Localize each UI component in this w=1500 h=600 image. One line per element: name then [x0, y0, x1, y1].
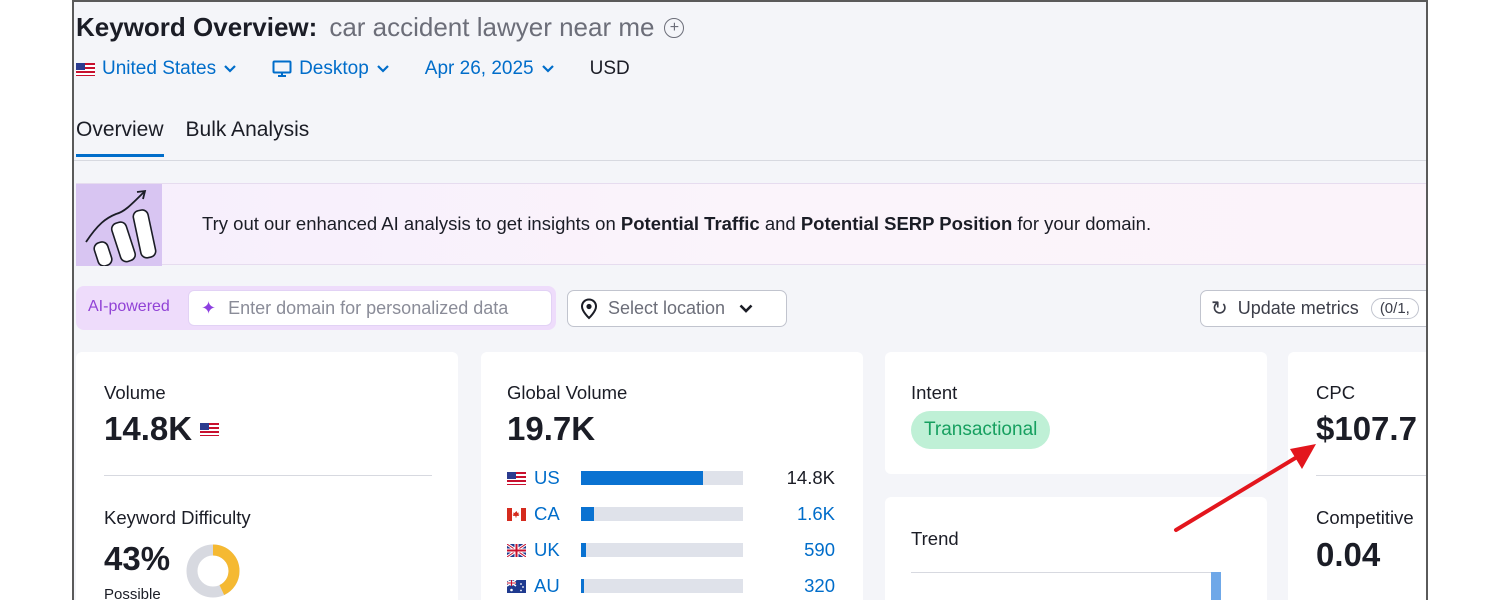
cpc-value: $107.7 — [1316, 410, 1417, 447]
intent-badge-wrap: Transactional — [911, 411, 1051, 449]
banner-text-part: Try out our enhanced AI analysis to get … — [202, 213, 621, 234]
competitive-label: Competitive — [1316, 507, 1414, 528]
banner-text-part: for your domain. — [1012, 213, 1152, 234]
chevron-down-icon — [739, 304, 753, 313]
australia-flag-icon — [507, 579, 526, 593]
desktop-icon — [272, 60, 292, 77]
red-arrow-annotation — [1174, 444, 1316, 532]
update-quota-badge: (0/1, — [1370, 298, 1419, 319]
currency-label: USD — [589, 58, 630, 79]
country-row-au[interactable]: AU 320 — [507, 568, 835, 600]
cpc-label: CPC — [1316, 382, 1356, 403]
global-volume-card: Global Volume 19.7K US 14.8K CA 1.6K UK — [481, 352, 863, 600]
growth-chart-illustration — [76, 184, 162, 267]
keyword-text: car accident lawyer near me — [329, 12, 655, 42]
intent-badge: Transactional — [911, 411, 1051, 449]
date-dropdown[interactable]: Apr 26, 2025 — [425, 58, 554, 80]
update-metrics-label: Update metrics — [1237, 298, 1359, 318]
us-flag-icon — [76, 62, 95, 76]
competitive-value: 0.04 — [1316, 536, 1381, 573]
plus-circle-icon[interactable]: + — [664, 17, 685, 38]
location-pin-icon — [580, 297, 598, 319]
country-code: AU — [534, 575, 560, 596]
country-row-us[interactable]: US 14.8K — [507, 460, 835, 496]
card-divider — [104, 475, 432, 476]
country-volume[interactable]: 1.6K — [796, 503, 835, 524]
volume-bar-fill — [581, 543, 586, 557]
country-volume-list: US 14.8K CA 1.6K UK 590 — [507, 460, 835, 600]
location-select[interactable]: Select location — [567, 290, 787, 327]
device-dropdown[interactable]: Desktop — [272, 58, 389, 80]
chevron-down-icon — [541, 65, 554, 73]
volume-label: Volume — [104, 382, 166, 403]
volume-bar — [581, 471, 743, 485]
country-volume[interactable]: 590 — [804, 539, 835, 560]
intent-label: Intent — [911, 382, 958, 403]
kd-value: 43% — [104, 540, 171, 577]
country-link[interactable]: UK — [507, 539, 563, 561]
country-volume[interactable]: 320 — [804, 575, 835, 596]
us-flag-icon — [507, 471, 526, 485]
volume-card: Volume 14.8K Keyword Difficulty 43% Poss… — [76, 352, 458, 600]
country-dropdown[interactable]: United States — [76, 58, 236, 80]
country-code: CA — [534, 503, 560, 524]
country-link[interactable]: AU — [507, 575, 563, 597]
volume-bar-fill — [581, 471, 703, 485]
app-window: Keyword Overview: car accident lawyer ne… — [72, 0, 1428, 600]
volume-value: 14.8K — [104, 410, 193, 447]
ai-promo-banner: Try out our enhanced AI analysis to get … — [76, 183, 1426, 267]
global-volume-label: Global Volume — [507, 382, 628, 403]
country-volume: 14.8K — [786, 467, 835, 488]
country-row-ca[interactable]: CA 1.6K — [507, 496, 835, 532]
country-link[interactable]: CA — [507, 503, 563, 525]
volume-bar — [581, 543, 743, 557]
date-label: Apr 26, 2025 — [424, 58, 534, 79]
kd-sub-label: Possible — [104, 586, 161, 600]
tabs-divider — [74, 160, 1426, 161]
volume-bar — [581, 507, 743, 521]
ai-domain-group: AI-powered ✦ Enter domain for personaliz… — [76, 286, 556, 330]
uk-flag-icon — [507, 543, 526, 557]
chevron-down-icon — [224, 65, 236, 73]
country-link[interactable]: US — [507, 467, 563, 489]
volume-bar — [581, 579, 743, 593]
card-divider — [1316, 475, 1426, 476]
banner-potential-serp: Potential SERP Position — [800, 213, 1013, 234]
kd-ring-chart — [186, 544, 240, 598]
kd-label: Keyword Difficulty — [104, 507, 251, 528]
trend-bar — [1211, 572, 1221, 600]
tab-overview[interactable]: Overview — [76, 118, 164, 157]
ai-powered-label: AI-powered — [88, 298, 170, 315]
page-title: Keyword Overview: — [76, 12, 318, 42]
trend-chart-gridline — [911, 572, 1221, 573]
sparkle-icon: ✦ — [201, 297, 217, 318]
domain-input[interactable]: ✦ Enter domain for personalized data — [188, 290, 552, 326]
location-placeholder: Select location — [608, 298, 726, 318]
device-label: Desktop — [299, 58, 369, 79]
update-metrics-button[interactable]: ↻ Update metrics (0/1, — [1200, 290, 1426, 327]
volume-value-row: 14.8K — [104, 410, 226, 448]
intent-card: Intent Transactional — [885, 352, 1267, 474]
banner-potential-traffic: Potential Traffic — [620, 213, 760, 234]
country-label: United States — [102, 58, 217, 79]
cpc-card: CPC $107.7 Competitive 0.04 — [1288, 352, 1426, 600]
trend-label: Trend — [911, 528, 959, 549]
domain-placeholder: Enter domain for personalized data — [228, 297, 509, 318]
filter-bar: United States Desktop Apr 26, 2025 USD — [76, 58, 630, 80]
tab-bar: Overview Bulk Analysis — [76, 118, 331, 157]
banner-message: Try out our enhanced AI analysis to get … — [202, 213, 1151, 235]
chevron-down-icon — [377, 65, 389, 73]
country-code: US — [534, 467, 560, 488]
volume-bar-fill — [581, 507, 594, 521]
country-code: UK — [534, 539, 560, 560]
volume-bar-fill — [581, 579, 585, 593]
banner-text-part: and — [759, 213, 801, 234]
country-row-uk[interactable]: UK 590 — [507, 532, 835, 568]
us-flag-icon — [200, 422, 220, 436]
tab-bulk-analysis[interactable]: Bulk Analysis — [185, 118, 310, 141]
global-volume-value: 19.7K — [507, 410, 596, 447]
refresh-icon: ↻ — [1211, 298, 1228, 320]
canada-flag-icon — [507, 507, 526, 521]
page-header: Keyword Overview: car accident lawyer ne… — [76, 12, 685, 43]
